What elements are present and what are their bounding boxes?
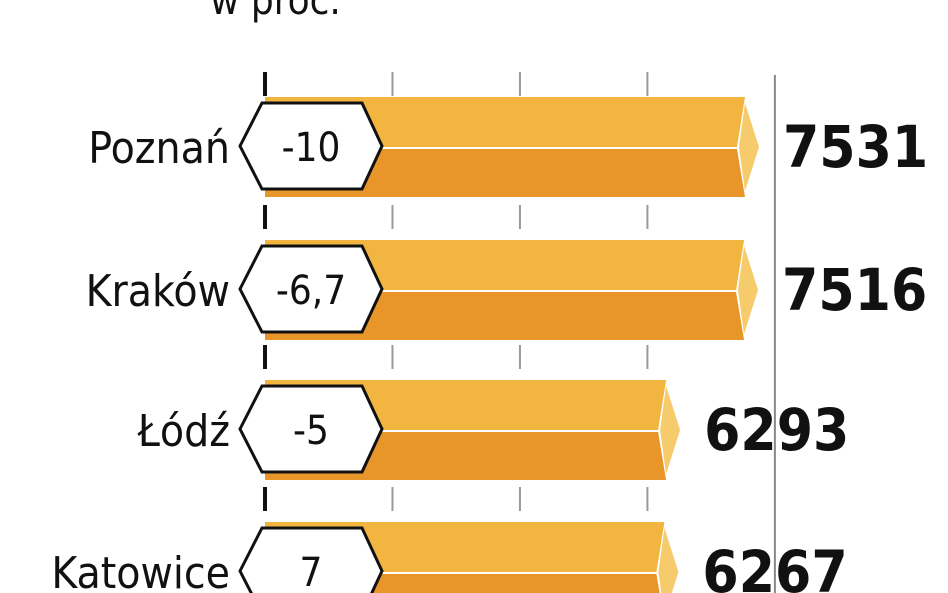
bar-tip <box>660 386 681 474</box>
change-label: -6,7 <box>276 268 346 314</box>
change-badge <box>238 244 384 334</box>
change-label: -10 <box>282 125 341 171</box>
value-label: 6267 <box>702 538 847 593</box>
bar-tip <box>739 103 759 191</box>
category-label: Katowice <box>51 548 230 593</box>
bar-bottom <box>265 292 745 340</box>
bar-bottom <box>265 149 745 197</box>
category-label: Łódź <box>137 406 230 457</box>
value-label: 7516 <box>782 256 927 324</box>
value-label: 6293 <box>704 396 849 464</box>
change-badge <box>238 101 384 191</box>
bar-row: -10 Poznań 7531 <box>88 97 928 197</box>
change-label: -5 <box>293 408 329 454</box>
value-label: 7531 <box>783 113 928 181</box>
bar-top <box>265 240 745 290</box>
change-badge <box>238 526 384 593</box>
bar-row: -6,7 Kraków 7516 <box>86 240 927 340</box>
category-label: Kraków <box>86 266 230 317</box>
category-label: Poznań <box>88 123 230 174</box>
bar-tip <box>738 246 759 334</box>
bar-top <box>265 97 745 147</box>
bar-row: -5 Łódź 6293 <box>137 380 849 480</box>
bar-tip <box>658 528 679 593</box>
change-badge <box>238 384 384 474</box>
change-label: 7 <box>300 550 323 593</box>
bar-row: 7 Katowice 6267 <box>51 522 848 593</box>
chart-subtitle: w proc. <box>210 0 341 24</box>
